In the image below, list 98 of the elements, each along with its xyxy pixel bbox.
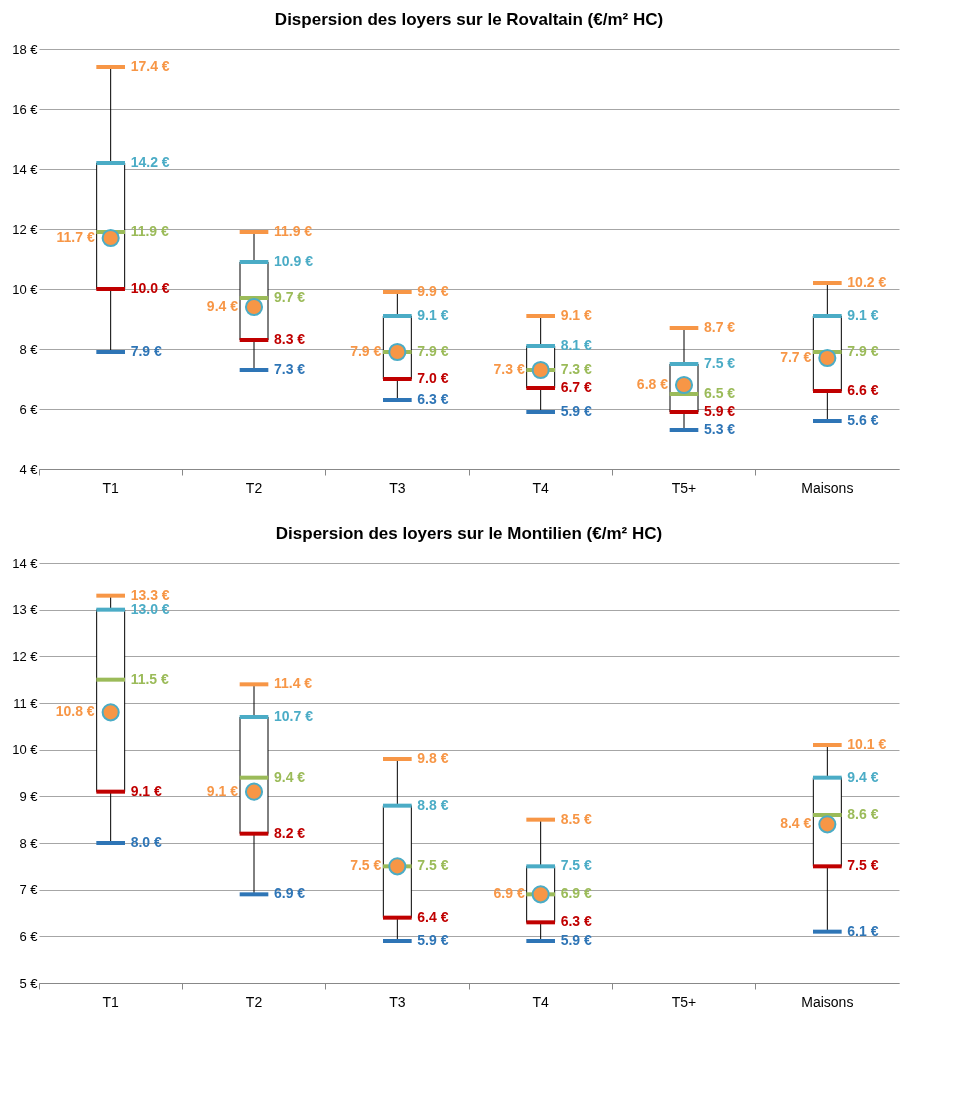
y-tick-label: 10 € <box>12 281 39 297</box>
x-tick-label: T4 <box>532 993 550 1010</box>
annotation: 8.6 € <box>847 806 879 822</box>
annotation: 10.9 € <box>274 253 314 269</box>
annotation: 14.2 € <box>130 154 170 170</box>
y-tick-label: 10 € <box>12 742 39 758</box>
annotation: 7.5 € <box>560 857 593 874</box>
annotation: 6.9 € <box>560 885 593 902</box>
annotation: 5.6 € <box>847 412 879 428</box>
annotation: 10.8 € <box>55 703 95 720</box>
x-tick-label: T3 <box>389 479 406 496</box>
annotation: 7.5 € <box>847 857 879 874</box>
annotation: 6.3 € <box>560 913 593 930</box>
annotation: 7.3 € <box>274 361 306 377</box>
chart-title: Dispersion des loyers sur le Montilien (€/m² HC) <box>275 524 663 543</box>
x-tick-label: T2 <box>245 479 263 496</box>
x-tick-label: T2 <box>245 993 263 1010</box>
y-tick-label: 18 € <box>12 41 39 57</box>
annotation: 7.9 € <box>847 343 879 359</box>
annotation: 6.8 € <box>636 376 669 392</box>
annotation: 8.2 € <box>274 824 306 841</box>
annotation: 11.7 € <box>56 229 95 245</box>
annotation: 11.9 € <box>274 223 313 239</box>
x-tick-label: Maisons <box>801 479 854 496</box>
annotation: 9.7 € <box>274 289 306 305</box>
x-tick-label: T1 <box>102 993 120 1010</box>
annotation: 6.3 € <box>417 391 449 407</box>
x-tick-label: T5+ <box>671 479 697 496</box>
annotation: 6.5 € <box>704 385 736 401</box>
annotation: 6.1 € <box>847 922 879 939</box>
annotation: 8.1 € <box>560 337 593 353</box>
annotation: 11.9 € <box>130 223 170 239</box>
annotation: 6.6 € <box>847 382 879 398</box>
annotation: 8.7 € <box>704 319 736 335</box>
y-tick-label: 11 € <box>13 695 39 711</box>
y-tick-label: 8 € <box>19 835 39 851</box>
annotation: 13.0 € <box>130 600 170 617</box>
annotation: 9.1 € <box>417 307 449 323</box>
annotation: 8.5 € <box>560 810 593 827</box>
annotation: 7.9 € <box>130 343 163 359</box>
annotation: 6.9 € <box>493 885 525 902</box>
y-tick-label: 8 € <box>19 341 39 357</box>
annotation: 9.8 € <box>417 750 449 766</box>
annotation: 5.9 € <box>560 932 593 948</box>
annotation: 9.1 € <box>847 307 879 323</box>
annotation: 7.3 € <box>493 361 525 377</box>
x-tick-label: T4 <box>532 479 550 496</box>
annotation: 6.4 € <box>417 908 449 925</box>
annotation: 9.1 € <box>560 307 593 323</box>
annotation: 10.2 € <box>847 274 887 290</box>
y-tick-label: 5 € <box>19 975 39 991</box>
annotation: 8.4 € <box>780 815 812 832</box>
annotation: 11.4 € <box>274 675 313 692</box>
annotation: 7.3 € <box>560 361 593 377</box>
annotation: 10.1 € <box>847 736 887 752</box>
annotation: 7.9 € <box>350 343 382 359</box>
annotation: 5.3 € <box>704 421 736 437</box>
y-tick-label: 12 € <box>12 221 39 237</box>
y-tick-label: 13 € <box>12 602 39 618</box>
annotation: 5.9 € <box>560 403 593 419</box>
annotation: 17.4 € <box>130 58 170 74</box>
annotation: 13.3 € <box>130 586 170 603</box>
annotation: 9.1 € <box>130 782 163 799</box>
annotation: 8.0 € <box>130 834 163 850</box>
annotation: 7.5 € <box>417 857 449 874</box>
annotation: 5.9 € <box>704 403 736 419</box>
x-tick-label: Maisons <box>801 993 854 1010</box>
annotation: 8.3 € <box>274 331 306 347</box>
y-tick-label: 14 € <box>12 161 39 177</box>
annotation: 9.4 € <box>206 298 239 314</box>
y-tick-label: 4 € <box>19 461 39 477</box>
annotation: 11.5 € <box>130 670 170 687</box>
y-tick-label: 16 € <box>12 101 39 117</box>
annotation: 8.8 € <box>417 796 449 813</box>
y-tick-label: 12 € <box>12 648 39 664</box>
y-tick-label: 9 € <box>19 788 39 804</box>
annotation: 7.9 € <box>417 343 449 359</box>
y-tick-label: 7 € <box>19 882 39 898</box>
y-tick-label: 6 € <box>19 401 39 417</box>
y-tick-label: 14 € <box>12 555 39 571</box>
annotation: 9.1 € <box>206 782 239 799</box>
annotation: 7.7 € <box>780 349 812 365</box>
annotation: 9.4 € <box>274 768 306 785</box>
annotation: 10.7 € <box>274 708 314 724</box>
chart-title: Dispersion des loyers sur le Rovaltain (€/m² HC) <box>274 10 664 29</box>
annotation: 7.5 € <box>350 857 382 874</box>
annotation: 9.9 € <box>417 283 449 299</box>
x-tick-label: T3 <box>389 993 406 1010</box>
annotation: 6.7 € <box>560 379 593 395</box>
annotation: 10.0 € <box>130 280 170 296</box>
x-tick-label: T1 <box>102 479 120 496</box>
annotation: 5.9 € <box>417 932 449 948</box>
annotation: 6.9 € <box>274 885 306 902</box>
annotation: 7.5 € <box>704 355 736 371</box>
annotation: 7.0 € <box>417 370 449 386</box>
x-tick-label: T5+ <box>671 993 697 1010</box>
y-tick-label: 6 € <box>19 928 39 944</box>
annotation: 9.4 € <box>847 768 879 785</box>
